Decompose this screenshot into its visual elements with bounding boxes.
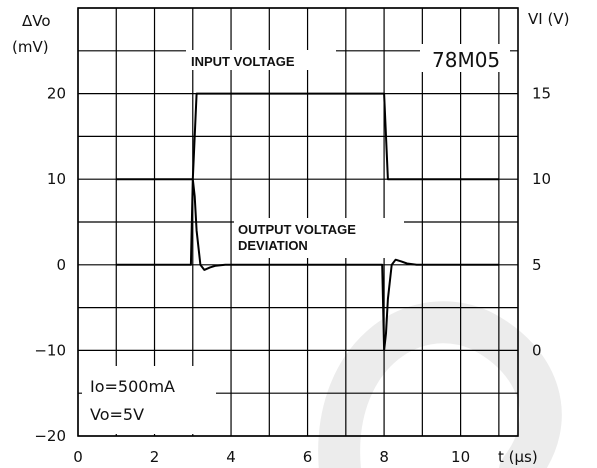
condition-io: Io=500mA — [90, 377, 175, 396]
left-y-tick-label: 20 — [47, 85, 66, 103]
input-voltage-trace — [116, 92, 499, 181]
device-label: 78M05 — [432, 48, 500, 72]
left-y-tick-label: 10 — [47, 170, 66, 188]
right-y-tick-label: 0 — [532, 341, 542, 359]
output-deviation-trace — [116, 178, 499, 352]
x-tick-label: 0 — [73, 448, 83, 466]
x-tick-label: 4 — [226, 448, 236, 466]
input-series-label-mask — [186, 50, 336, 70]
right-y-tick-label: 5 — [532, 256, 542, 274]
x-tick-label: 10 — [451, 448, 470, 466]
x-axis-title: t (µs) — [498, 448, 538, 466]
tick-labels: 0 2 4 6 8 10 −20 −10 0 10 20 0 5 10 15 — [34, 85, 551, 466]
watermark-arc — [318, 301, 562, 468]
left-y-tick-label: 0 — [56, 256, 66, 274]
output-series-label-line2: DEVIATION — [238, 238, 308, 253]
right-y-tick-label: 15 — [532, 85, 551, 103]
conditions-mask — [82, 366, 216, 434]
x-tick-label: 8 — [379, 448, 389, 466]
right-y-tick-label: 10 — [532, 170, 551, 188]
output-series-label-mask — [234, 218, 404, 258]
left-axis-title-line2: (mV) — [12, 38, 49, 56]
series-group — [116, 92, 499, 352]
condition-vo: Vo=5V — [90, 405, 144, 424]
input-series-label: INPUT VOLTAGE — [191, 54, 295, 69]
left-y-tick-label: −10 — [34, 341, 66, 359]
right-axis-title: VI (V) — [528, 10, 569, 28]
plot-frame — [77, 7, 519, 437]
x-tick-label: 6 — [303, 448, 313, 466]
output-series-label-line1: OUTPUT VOLTAGE — [238, 222, 356, 237]
left-axis-title-line1: ΔVo — [22, 12, 51, 30]
x-tick-label: 2 — [150, 448, 160, 466]
left-y-tick-label: −20 — [34, 427, 66, 445]
device-label-mask — [420, 44, 510, 72]
